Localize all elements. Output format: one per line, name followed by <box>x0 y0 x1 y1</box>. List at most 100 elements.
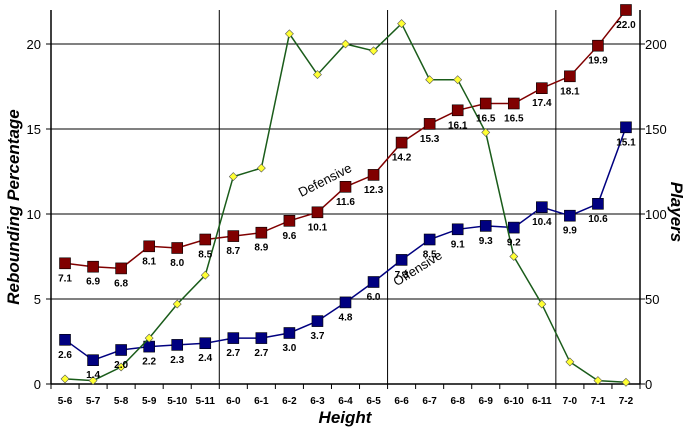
data-label: 2.4 <box>198 353 212 364</box>
y2-tick-label: 0 <box>645 377 652 392</box>
data-label: 2.3 <box>170 355 184 366</box>
series-1-marker <box>423 233 436 246</box>
series-2-marker <box>593 376 603 386</box>
data-label: 9.2 <box>507 238 521 249</box>
series-0-marker <box>564 70 576 83</box>
x-tick-label: 5-10 <box>167 396 187 407</box>
x-tick-label: 6-2 <box>282 396 297 407</box>
x-tick-label: 5-11 <box>196 396 216 407</box>
data-label: 18.1 <box>560 86 580 97</box>
series-0-marker <box>255 226 268 239</box>
series-1-marker <box>311 315 324 327</box>
x-tick-label: 6-7 <box>422 396 437 407</box>
y-tick-label: 20 <box>27 37 41 52</box>
labels-layer: 7.1 6.9 6.8 8.1 8.0 8.5 8.7 8.9 9.6 10.1 11.6 12.3 1… <box>58 20 636 381</box>
series-2-marker <box>621 377 631 387</box>
series-1-marker <box>283 327 296 339</box>
x-tick-label: 6-4 <box>338 396 353 407</box>
series-2-marker <box>509 252 519 261</box>
series-2-marker <box>537 299 547 309</box>
x-tick-label: 5-8 <box>114 396 129 407</box>
x-tick-label: 6-6 <box>394 396 409 407</box>
data-label: 17.4 <box>532 98 552 109</box>
data-label: 9.3 <box>479 236 493 247</box>
y2-tick-label: 100 <box>645 207 667 222</box>
series-0-marker <box>479 97 492 110</box>
y2-tick-label: 50 <box>645 292 659 307</box>
series-0-marker <box>143 240 155 253</box>
series-2-marker <box>172 299 182 309</box>
data-label: 7.1 <box>58 273 72 284</box>
series-2-marker <box>88 376 98 386</box>
x-tick-label: 6-0 <box>226 396 241 407</box>
data-label: 2.6 <box>58 350 72 361</box>
series-0-marker <box>199 233 212 246</box>
series-2-marker <box>228 172 238 182</box>
series-0-marker <box>227 230 240 242</box>
y-axis-title: Rebounding Percentage <box>4 109 23 305</box>
series-1-marker <box>199 337 212 350</box>
data-label: 8.1 <box>142 256 156 267</box>
x-tick-label: 6-11 <box>532 396 552 407</box>
series-1-marker <box>395 254 408 266</box>
series-0-marker <box>171 242 184 254</box>
data-label: 8.0 <box>170 258 184 269</box>
series-1-marker <box>620 121 632 134</box>
series-line-0 <box>64 9 627 270</box>
series-2-marker <box>200 270 210 280</box>
data-label: 16.1 <box>448 120 468 131</box>
series-0-marker <box>507 97 520 110</box>
data-label: 2.7 <box>226 348 240 359</box>
series-0-marker <box>59 257 71 270</box>
data-label: 4.8 <box>339 312 353 323</box>
data-label: 8.5 <box>423 250 437 261</box>
x-tick-label: 6-9 <box>479 396 494 407</box>
y-tick-label: 5 <box>34 292 41 307</box>
series-2-marker <box>284 29 294 39</box>
data-label: 16.5 <box>504 114 524 125</box>
data-label: 19.9 <box>588 56 608 67</box>
series-2-marker <box>313 70 322 80</box>
data-label: 2.7 <box>254 348 268 359</box>
series-2-marker <box>425 75 435 85</box>
data-label: 12.3 <box>364 185 384 196</box>
series-2-marker <box>144 333 154 343</box>
data-label: 8.9 <box>254 243 268 254</box>
series-0-marker <box>423 118 436 130</box>
x-tick-label: 6-3 <box>310 396 325 407</box>
series-1-marker <box>59 333 71 346</box>
x-tick-label: 5-6 <box>58 396 73 407</box>
series-0-marker <box>115 262 127 275</box>
data-label: 9.9 <box>563 226 577 237</box>
x-tick-label: 6-10 <box>504 396 524 407</box>
series-0-marker <box>395 136 408 149</box>
data-label: 7.3 <box>395 270 409 281</box>
data-label: 15.1 <box>616 137 636 148</box>
series-0-marker <box>311 206 324 219</box>
series-1-marker <box>451 223 464 236</box>
series-0-marker <box>367 169 380 181</box>
data-label: 2.2 <box>142 357 156 368</box>
data-label: 2.0 <box>114 360 128 371</box>
series-label-defensive: Defensive <box>296 160 354 200</box>
x-tick-label: 7-0 <box>563 396 578 407</box>
data-label: 11.6 <box>336 197 355 208</box>
series-0-marker <box>283 215 296 227</box>
series-2-marker <box>256 163 266 173</box>
data-label: 9.1 <box>451 239 465 250</box>
series-1-marker <box>592 198 604 210</box>
y2-tick-label: 200 <box>645 37 667 52</box>
series-2-marker <box>60 374 70 384</box>
series-1-marker <box>564 209 576 222</box>
data-label: 10.1 <box>308 222 328 233</box>
series-0-marker <box>451 104 464 117</box>
data-label: 8.7 <box>226 246 240 257</box>
data-label: 3.7 <box>310 331 324 342</box>
series-label-offensive: Offensive <box>390 247 444 289</box>
data-label: 6.9 <box>86 277 100 288</box>
data-label: 15.3 <box>420 134 440 145</box>
x-tick-label: 7-1 <box>591 396 606 407</box>
series-2-marker <box>116 362 126 372</box>
x-tick-label: 6-5 <box>366 396 381 407</box>
